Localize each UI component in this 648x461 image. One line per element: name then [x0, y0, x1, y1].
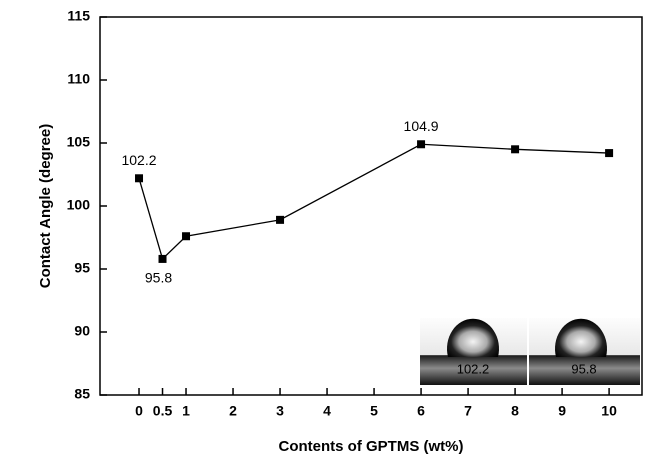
x-tick-label: 6 — [417, 403, 425, 419]
x-tick-label: 4 — [323, 403, 331, 419]
x-tick-label: 7 — [464, 403, 472, 419]
y-tick-label: 105 — [67, 134, 91, 150]
x-tick-label: 0.5 — [153, 403, 173, 419]
marker — [605, 149, 614, 158]
x-tick-label: 9 — [558, 403, 566, 419]
marker — [135, 174, 144, 183]
droplet — [447, 318, 500, 357]
data-label: 95.8 — [145, 270, 172, 286]
y-tick-label: 90 — [74, 323, 90, 339]
x-tick-label: 5 — [370, 403, 378, 419]
y-tick-label: 95 — [74, 260, 90, 276]
marker — [158, 254, 167, 263]
marker — [417, 140, 426, 149]
y-tick-label: 100 — [67, 197, 91, 213]
marker — [511, 145, 520, 154]
inset-images — [420, 318, 640, 385]
x-tick-label: 2 — [229, 403, 237, 419]
inset-label: 95.8 — [571, 361, 596, 376]
droplet — [555, 318, 607, 357]
x-tick-label: 8 — [511, 403, 519, 419]
x-axis-title: Contents of GPTMS (wt%) — [279, 438, 464, 455]
y-tick-label: 85 — [74, 386, 90, 402]
x-tick-label: 1 — [182, 403, 190, 419]
data-label: 104.9 — [404, 118, 439, 134]
y-axis-title: Contact Angle (degree) — [37, 124, 54, 288]
x-tick-label: 10 — [601, 403, 617, 419]
marker — [182, 232, 191, 241]
data-label: 102.2 — [121, 152, 156, 168]
series-line — [138, 143, 610, 261]
x-tick-label: 0 — [135, 403, 143, 419]
y-tick-label: 115 — [67, 8, 90, 24]
marker — [276, 215, 285, 224]
x-tick-label: 3 — [276, 403, 284, 419]
inset-label: 102.2 — [457, 361, 490, 376]
y-tick-label: 110 — [67, 71, 90, 87]
